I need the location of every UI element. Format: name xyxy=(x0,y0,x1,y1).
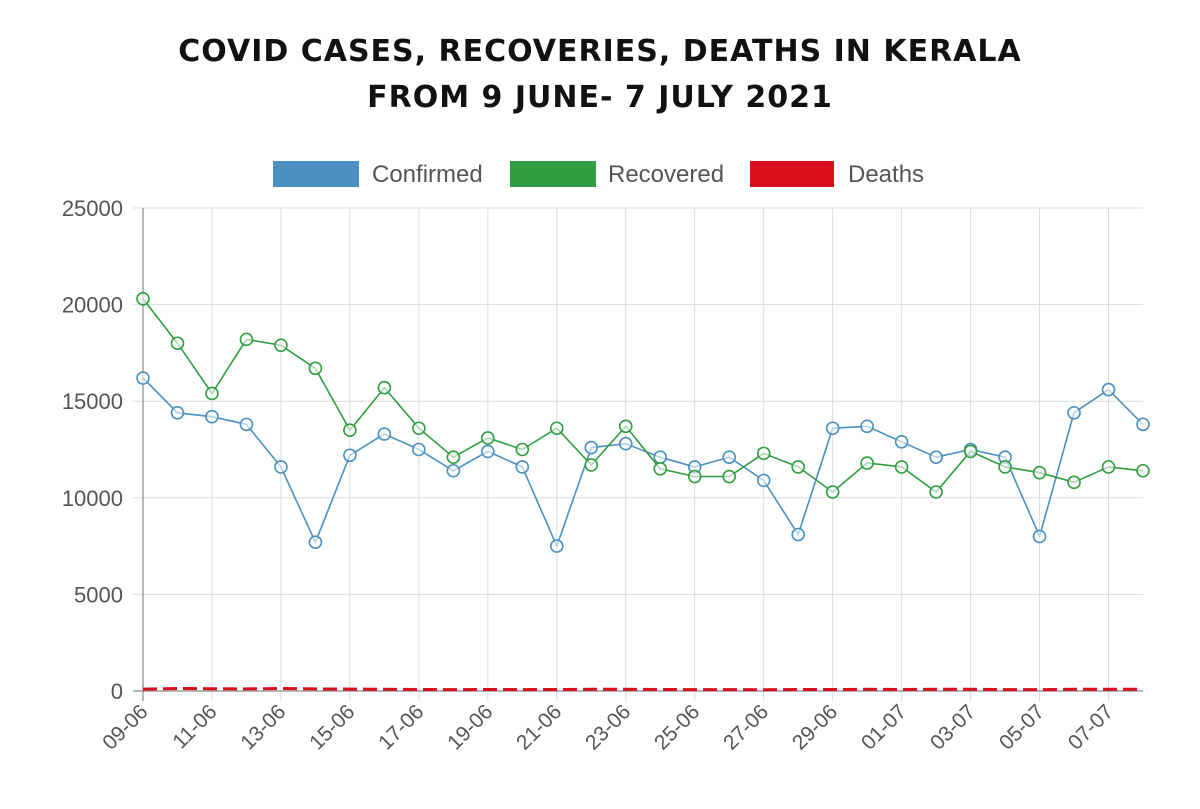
recovered-point xyxy=(1136,463,1150,478)
confirmed-point xyxy=(722,450,737,465)
confirmed-point xyxy=(791,527,805,542)
recovered-point xyxy=(825,485,840,499)
x-tick-label: 03-07 xyxy=(926,700,980,754)
confirmed-point xyxy=(412,442,426,457)
recovered-point xyxy=(963,444,978,459)
x-tick-label: 13-06 xyxy=(236,700,290,754)
confirmed-point xyxy=(170,405,185,420)
legend-label-recovered: Recovered xyxy=(608,161,724,188)
confirmed-point xyxy=(756,473,771,488)
x-tick-label: 11-06 xyxy=(168,700,221,753)
confirmed-point xyxy=(618,436,633,451)
confirmed-point xyxy=(274,460,288,474)
recovered-point xyxy=(653,462,668,476)
x-tick-label: 23-06 xyxy=(581,700,635,754)
x-tick-label: 15-06 xyxy=(305,700,359,754)
series-layer xyxy=(136,292,1150,692)
recovered-point xyxy=(618,419,633,434)
recovered-point xyxy=(860,456,874,470)
confirmed-point xyxy=(1136,417,1150,432)
x-tick-label: 27-06 xyxy=(719,700,773,754)
recovered-point xyxy=(377,380,392,395)
recovered-point xyxy=(205,386,219,401)
recovered-point xyxy=(1101,460,1116,474)
recovered-point xyxy=(274,338,288,352)
x-tick-label: 07-07 xyxy=(1064,700,1118,754)
confirmed-point xyxy=(825,421,840,436)
confirmed-point xyxy=(549,539,564,553)
x-tick-label: 09-06 xyxy=(98,700,152,754)
recovered-point xyxy=(343,423,357,437)
chart-legend: Confirmed Recovered Deaths xyxy=(273,161,924,188)
recovered-point xyxy=(722,469,737,484)
y-tick-label: 25000 xyxy=(62,196,123,221)
deaths-line xyxy=(142,686,1143,692)
recovered-point xyxy=(998,460,1012,474)
x-tick-label: 17-06 xyxy=(374,700,428,754)
y-tick-label: 15000 xyxy=(62,389,123,414)
confirmed-point xyxy=(481,444,495,459)
legend-swatch-recovered xyxy=(510,161,596,187)
recovered-point xyxy=(1032,465,1047,480)
recovered-point xyxy=(136,292,150,306)
x-tick-label: 05-07 xyxy=(995,700,1049,754)
confirmed-point xyxy=(894,434,909,449)
recovered-point xyxy=(549,421,564,436)
confirmed-point xyxy=(584,440,599,455)
confirmed-point xyxy=(515,460,530,474)
x-tick-label: 29-06 xyxy=(788,700,842,754)
recovered-point xyxy=(481,431,495,445)
y-tick-label: 0 xyxy=(111,679,123,704)
confirmed-point xyxy=(653,450,668,465)
legend-label-confirmed: Confirmed xyxy=(372,161,483,188)
confirmed-point xyxy=(239,417,254,432)
recovered-point xyxy=(894,460,909,474)
x-tick-label: 19-06 xyxy=(443,700,497,754)
confirmed-point xyxy=(343,448,357,463)
confirmed-point xyxy=(1032,529,1047,544)
recovered-point xyxy=(929,485,943,499)
x-tick-label: 25-06 xyxy=(650,700,704,754)
x-tick-label: 21-06 xyxy=(512,700,566,754)
recovered-point xyxy=(412,421,426,436)
confirmed-point xyxy=(136,371,150,385)
recovered-line xyxy=(142,298,1144,494)
y-tick-label: 5000 xyxy=(74,582,123,607)
confirmed-point xyxy=(205,409,219,424)
confirmed-point xyxy=(446,463,461,478)
confirmed-point xyxy=(929,450,943,465)
recovered-point xyxy=(756,446,771,461)
confirmed-point xyxy=(308,535,323,550)
recovered-point xyxy=(308,361,323,376)
recovered-point xyxy=(170,336,185,351)
y-tick-label: 20000 xyxy=(62,293,123,318)
y-axis: 0 5000 10000 15000 20000 25000 xyxy=(62,196,123,704)
recovered-point xyxy=(515,442,530,457)
recovered-point xyxy=(584,458,599,472)
confirmed-point xyxy=(1101,382,1116,397)
recovered-point xyxy=(446,450,461,465)
confirmed-point xyxy=(860,419,874,434)
confirmed-point xyxy=(1067,405,1081,420)
x-tick-label: 01-07 xyxy=(857,700,911,754)
recovered-point xyxy=(791,460,805,474)
chart-title-line-2: FROM 9 JUNE- 7 JULY 2021 xyxy=(367,80,833,115)
confirmed-point xyxy=(377,427,392,441)
recovered-point xyxy=(239,332,254,347)
chart-title-line-1: COVID CASES, RECOVERIES, DEATHS IN KERAL… xyxy=(178,34,1022,69)
legend-label-deaths: Deaths xyxy=(848,161,924,188)
legend-swatch-confirmed xyxy=(273,161,359,187)
recovered-point xyxy=(687,469,702,484)
x-axis: 09-06 11-06 13-06 15-06 17-06 19-06 21-06 23-06… xyxy=(98,700,1118,754)
recovered-point xyxy=(1067,475,1081,490)
legend-swatch-deaths xyxy=(750,161,834,187)
y-tick-label: 10000 xyxy=(62,486,123,511)
